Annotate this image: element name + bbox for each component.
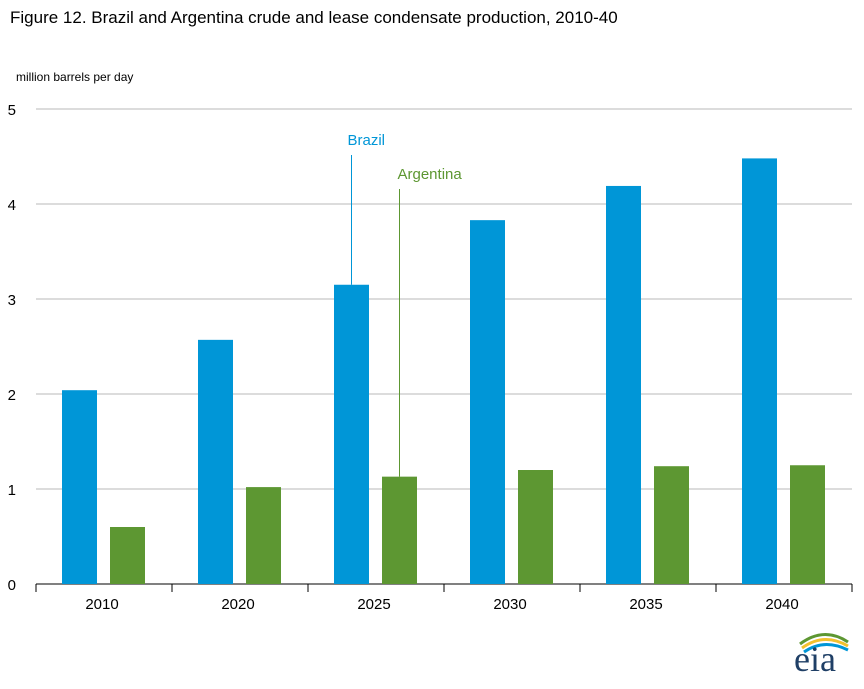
eia-logo: eia [790, 628, 854, 680]
eia-logo-text: eia [794, 639, 836, 679]
x-tick-label: 2010 [85, 596, 118, 613]
y-tick-label: 4 [8, 197, 16, 214]
bar-argentina [246, 487, 281, 584]
x-tick-label: 2040 [765, 596, 798, 613]
y-tick-label: 5 [8, 102, 16, 119]
bar-brazil [470, 220, 505, 584]
bar-argentina [518, 470, 553, 584]
x-tick-label: 2030 [493, 596, 526, 613]
y-tick-label: 1 [8, 482, 16, 499]
eia-logo-arcs-icon [799, 633, 849, 654]
bar-argentina [654, 466, 689, 584]
bar-argentina [110, 527, 145, 584]
bar-brazil [334, 284, 369, 584]
bar-brazil [198, 339, 233, 584]
chart-title: Figure 12. Brazil and Argentina crude an… [10, 8, 618, 27]
y-axis-unit-label: million barrels per day [16, 70, 134, 84]
bar-brazil [62, 390, 97, 584]
bar-argentina [790, 465, 825, 584]
annotation-label: Brazil [348, 132, 386, 149]
y-tick-label: 2 [8, 387, 16, 404]
x-tick-label: 2035 [629, 596, 662, 613]
x-tick-label: 2025 [357, 596, 390, 613]
x-tick-label: 2020 [221, 596, 254, 613]
annotation-label: Argentina [398, 166, 463, 183]
y-tick-label: 0 [8, 577, 16, 594]
bar-brazil [606, 185, 641, 584]
y-tick-label: 3 [8, 292, 16, 309]
bar-argentina [382, 476, 417, 584]
bar-brazil [742, 158, 777, 584]
